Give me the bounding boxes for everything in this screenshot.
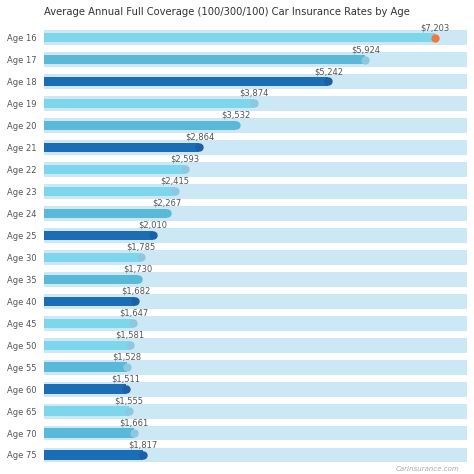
Text: $2,864: $2,864 bbox=[185, 133, 214, 142]
Bar bbox=[44, 140, 467, 155]
Text: $1,647: $1,647 bbox=[119, 309, 148, 318]
Bar bbox=[44, 447, 467, 463]
Text: $1,528: $1,528 bbox=[112, 353, 142, 362]
Text: $1,661: $1,661 bbox=[119, 419, 149, 428]
Text: $3,532: $3,532 bbox=[221, 111, 250, 120]
Bar bbox=[44, 382, 467, 397]
Bar bbox=[44, 337, 467, 353]
Bar bbox=[44, 363, 127, 372]
Bar bbox=[44, 253, 141, 262]
Text: $1,555: $1,555 bbox=[114, 397, 143, 406]
Bar bbox=[44, 143, 200, 152]
Bar bbox=[44, 428, 134, 438]
Text: $1,581: $1,581 bbox=[115, 331, 145, 340]
Bar bbox=[44, 228, 467, 243]
Bar bbox=[44, 231, 153, 240]
Text: CarInsurance.com: CarInsurance.com bbox=[396, 465, 460, 472]
Bar bbox=[44, 274, 138, 284]
Bar bbox=[44, 33, 435, 42]
Bar bbox=[44, 30, 467, 45]
Text: $1,785: $1,785 bbox=[127, 243, 155, 252]
Text: $1,682: $1,682 bbox=[121, 287, 150, 296]
Text: $2,267: $2,267 bbox=[153, 199, 182, 208]
Bar bbox=[44, 99, 254, 108]
Bar bbox=[44, 162, 467, 177]
Bar bbox=[44, 384, 126, 394]
Bar bbox=[44, 165, 185, 174]
Bar bbox=[44, 206, 467, 221]
Bar bbox=[44, 360, 467, 374]
Bar bbox=[44, 184, 467, 199]
Bar bbox=[44, 294, 467, 309]
Bar bbox=[44, 209, 167, 218]
Bar bbox=[44, 297, 136, 306]
Bar bbox=[44, 77, 328, 86]
Text: $1,817: $1,817 bbox=[128, 440, 157, 449]
Bar bbox=[44, 250, 467, 264]
Bar bbox=[44, 340, 130, 350]
Text: Average Annual Full Coverage (100/300/100) Car Insurance Rates by Age: Average Annual Full Coverage (100/300/10… bbox=[44, 7, 410, 17]
Text: $7,203: $7,203 bbox=[420, 23, 449, 32]
Bar bbox=[44, 450, 143, 460]
Bar bbox=[44, 55, 365, 64]
Text: $5,242: $5,242 bbox=[314, 67, 343, 76]
Bar bbox=[44, 74, 467, 89]
Bar bbox=[44, 272, 467, 287]
Text: $2,415: $2,415 bbox=[161, 177, 190, 186]
Text: $1,730: $1,730 bbox=[123, 264, 153, 273]
Text: $2,593: $2,593 bbox=[170, 155, 200, 164]
Bar bbox=[44, 319, 134, 328]
Text: $5,924: $5,924 bbox=[351, 45, 380, 54]
Bar bbox=[44, 426, 467, 440]
Text: $3,874: $3,874 bbox=[239, 89, 269, 98]
Bar bbox=[44, 96, 467, 111]
Text: $2,010: $2,010 bbox=[139, 221, 168, 230]
Text: $1,511: $1,511 bbox=[111, 374, 141, 383]
Bar bbox=[44, 316, 467, 331]
Bar bbox=[44, 52, 467, 67]
Bar bbox=[44, 406, 128, 416]
Bar bbox=[44, 403, 467, 419]
Bar bbox=[44, 121, 236, 130]
Bar bbox=[44, 187, 175, 196]
Bar bbox=[44, 118, 467, 133]
